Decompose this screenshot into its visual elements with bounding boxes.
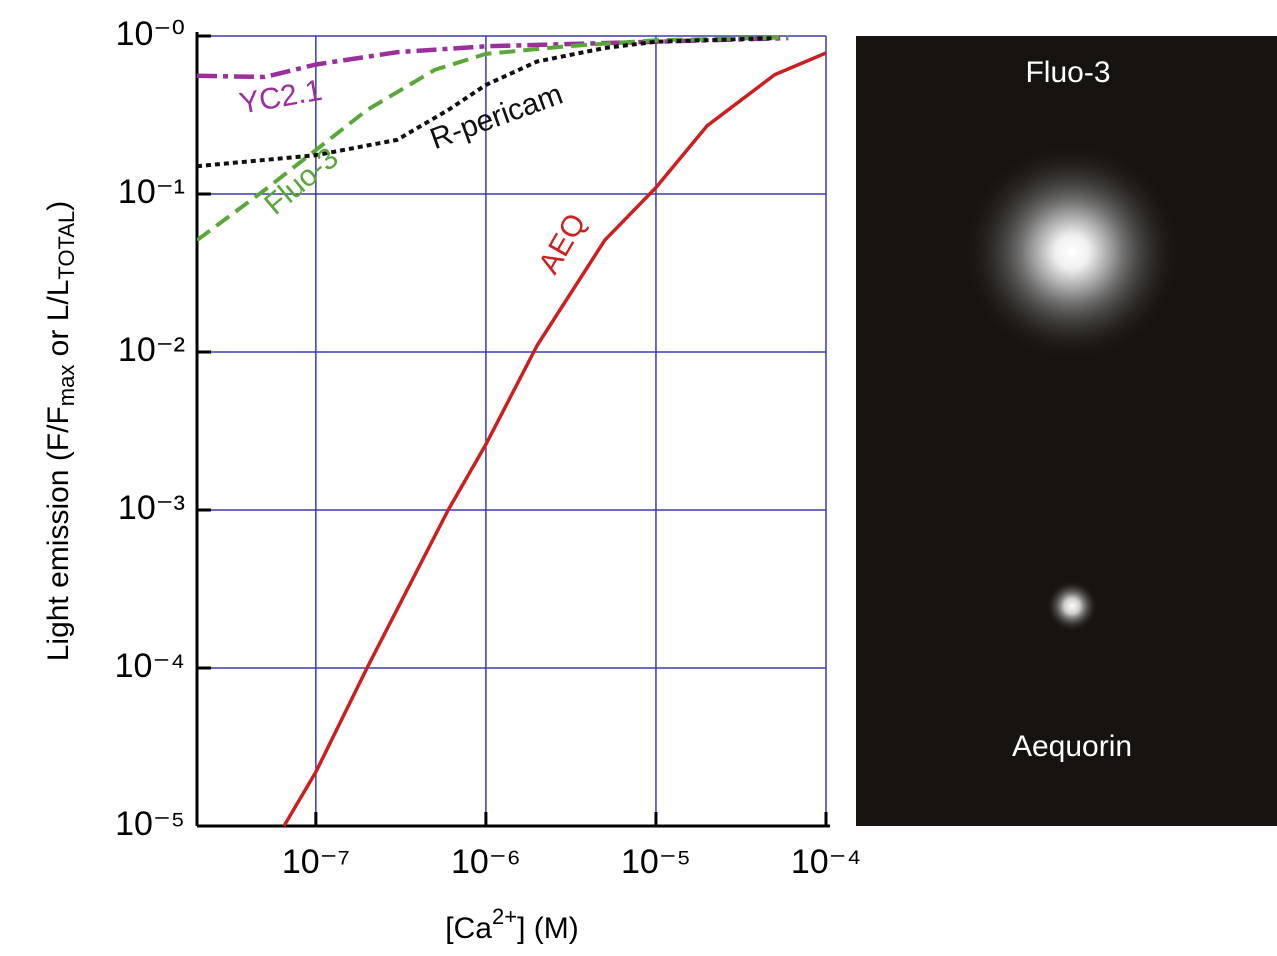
series-group [197, 35, 827, 827]
x-tick-label: 10⁻⁶ [451, 843, 521, 881]
y-tick-label: 10⁻⁵ [115, 805, 185, 843]
x-tick-label: 10⁻⁴ [791, 843, 861, 881]
line-series [197, 35, 789, 242]
axis-label: [Ca2+] (M) [445, 904, 578, 945]
panel-label: Aequorin [1012, 730, 1132, 763]
line-series [282, 51, 827, 827]
y-tick-label: 10⁻⁴ [115, 647, 185, 685]
plot: 10⁻⁵ 10⁻⁴ 10⁻³ 10⁻² 10⁻¹ 10⁻⁰ 10⁻⁷ 10⁻⁶ 10⁻⁵ 10⁻⁴… [42, 15, 861, 945]
y-tick-label: 10⁻³ [118, 489, 185, 527]
aequorin-spot [1046, 580, 1098, 632]
y-tick-label: 10⁻¹ [118, 173, 185, 211]
axis-label-part: 2+ [492, 904, 517, 929]
x-tick-label: 10⁻⁵ [621, 843, 691, 881]
line-series [197, 36, 775, 169]
axis-label-part: TOTAL [54, 211, 79, 280]
axis-label-part: [Ca [445, 912, 492, 945]
axis-label-part: ) [42, 201, 75, 211]
line-series [197, 35, 789, 80]
axis-label-part: max [54, 365, 79, 407]
axis-label-part: or L/L [42, 280, 75, 365]
fluo3-spot [962, 142, 1182, 362]
x-tick-label: 10⁻⁷ [282, 843, 350, 881]
panel-label: Fluo-3 [1025, 56, 1110, 89]
y-tick-label: 10⁻² [118, 331, 185, 369]
series-label: AEQ [532, 208, 592, 279]
series-label: R-pericam [426, 78, 567, 156]
y-tick-label: 10⁻⁰ [116, 15, 185, 53]
series-label: Fluo-3 [258, 141, 344, 221]
axis-label: Light emission (F/Fmax or L/LTOTAL) [42, 201, 79, 662]
axis-label-part: ] (M) [517, 912, 579, 945]
axis-label-part: Light emission (F/F [42, 406, 75, 661]
series-label: YC2.1 [237, 74, 325, 121]
